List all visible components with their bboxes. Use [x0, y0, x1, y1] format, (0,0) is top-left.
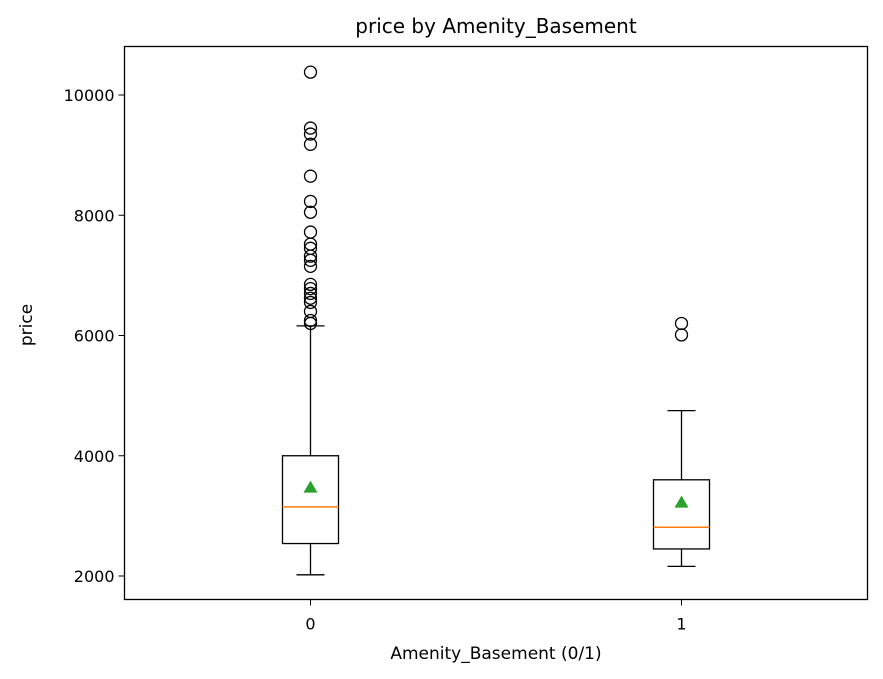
box-group-1	[652, 316, 711, 568]
outlier-point	[303, 127, 318, 141]
x-tick-label: 0	[305, 615, 315, 634]
outlier-point	[303, 121, 318, 135]
outlier-point	[303, 281, 318, 296]
x-tick-label: 1	[676, 615, 686, 634]
plot-area	[281, 65, 711, 576]
y-axis-label: price	[17, 304, 37, 346]
outlier-point	[674, 316, 689, 331]
outlier-point	[303, 286, 318, 301]
y-tick-label: 2000	[74, 567, 115, 586]
iqr-box	[281, 455, 340, 545]
outlier-point	[303, 313, 318, 328]
mean-marker	[674, 495, 689, 508]
outlier-point	[303, 259, 318, 274]
y-tick-label: 6000	[74, 327, 115, 346]
outlier-point	[303, 277, 318, 292]
y-tick-label: 4000	[74, 447, 115, 466]
outlier-point	[303, 225, 318, 239]
chart-title: price by Amenity_Basement	[355, 14, 637, 38]
outlier-point	[303, 137, 318, 151]
outlier-point	[303, 295, 318, 310]
outlier-point	[303, 169, 318, 183]
outlier-point	[303, 291, 318, 305]
y-axis: 2000 4000 6000 8000 10000	[64, 86, 125, 586]
plot-frame	[123, 45, 869, 601]
y-tick-label: 10000	[64, 86, 115, 105]
outlier-point	[303, 194, 318, 209]
outlier-point	[303, 241, 318, 255]
y-tick-label: 8000	[74, 206, 115, 225]
mean-marker	[303, 480, 318, 493]
outlier-point	[303, 65, 318, 79]
outlier-point	[674, 328, 689, 342]
outlier-point	[303, 205, 318, 219]
outlier-point	[303, 304, 318, 319]
x-axis-label: Amenity_Basement (0/1)	[390, 644, 601, 664]
iqr-box	[652, 479, 711, 550]
box-group-0	[281, 65, 340, 576]
